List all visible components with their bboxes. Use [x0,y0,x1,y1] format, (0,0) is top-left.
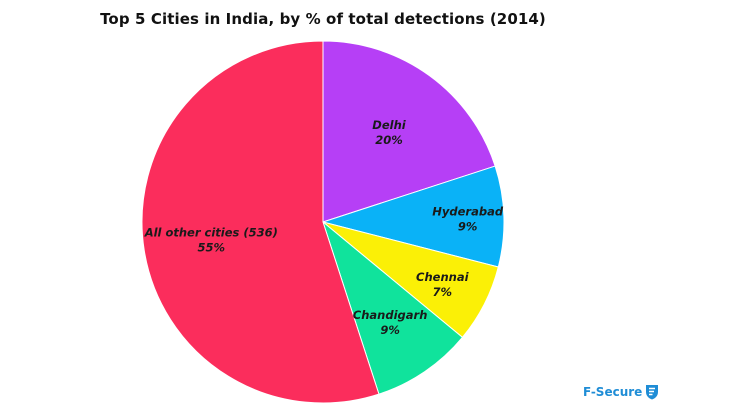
slice-value-chennai: 7% [433,285,453,299]
slice-value-hyderabad: 9% [458,220,478,234]
pie-labels: Delhi20%Hyderabad9%Chennai7%Chandigarh9%… [144,118,504,337]
slice-label-hyderabad: Hyderabad [432,205,504,219]
slice-value-chandigarh: 9% [380,323,400,337]
slice-value-delhi: 20% [375,133,403,147]
pie-slice-chandigarh [321,220,464,395]
slice-label-chandigarh: Chandigarh [353,308,428,322]
slice-label-delhi: Delhi [372,118,406,132]
brand-logo: F-Secure [583,384,659,400]
pie-slice-delhi [322,40,496,223]
f-secure-logo-icon [646,385,659,400]
chart-title: Top 5 Cities in India, by % of total det… [100,10,546,28]
pie-slices [141,40,505,404]
slice-label-all-other-cities-536: All other cities (536) [144,225,278,239]
pie-slice-hyderabad [321,165,505,268]
slice-label-chennai: Chennai [416,270,470,284]
pie-slice-all-other-cities-536 [141,40,380,404]
brand-name: F-Secure [583,385,643,399]
slice-value-all-other-cities-536: 55% [198,240,226,254]
